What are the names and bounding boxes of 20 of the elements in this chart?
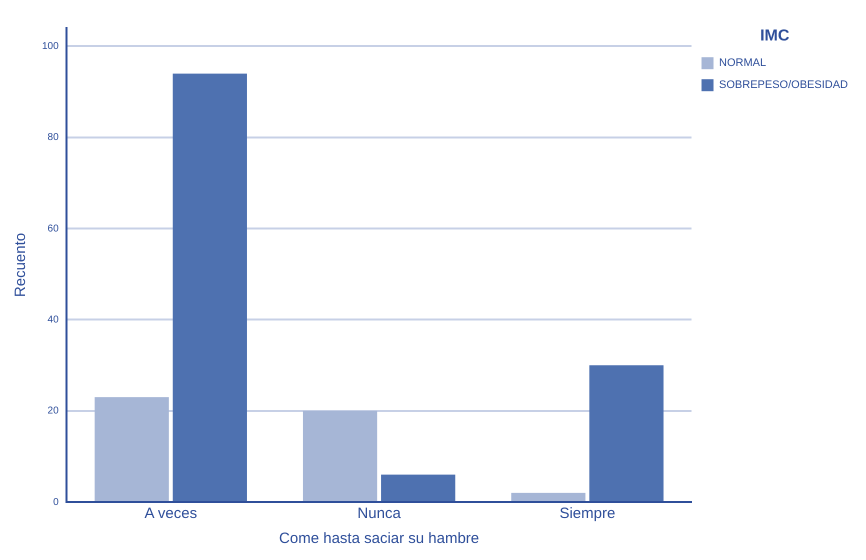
bar	[172, 74, 247, 501]
legend-title: IMC	[760, 27, 790, 44]
x-axis-title: Come hasta saciar su hambre	[279, 530, 480, 548]
y-axis-title: Recuento	[12, 232, 30, 298]
bar	[94, 397, 169, 501]
y-tick-label: 80	[48, 132, 60, 144]
y-tick-label: 40	[48, 314, 60, 326]
x-tick-label: Nunca	[357, 505, 402, 522]
bar	[381, 474, 456, 501]
legend-label: NORMAL	[719, 57, 766, 70]
bar	[511, 492, 586, 501]
x-tick-label: A veces	[144, 505, 198, 522]
y-tick-label: 60	[48, 223, 60, 234]
y-tick-label: 100	[42, 40, 60, 52]
y-tick-label: 20	[48, 406, 60, 417]
bar	[589, 365, 664, 501]
x-tick-label: Siempre	[559, 505, 616, 522]
bar	[302, 410, 378, 501]
legend-label: SOBREPESO/OBESIDAD	[719, 79, 848, 92]
y-tick-label: 0	[53, 496, 60, 508]
